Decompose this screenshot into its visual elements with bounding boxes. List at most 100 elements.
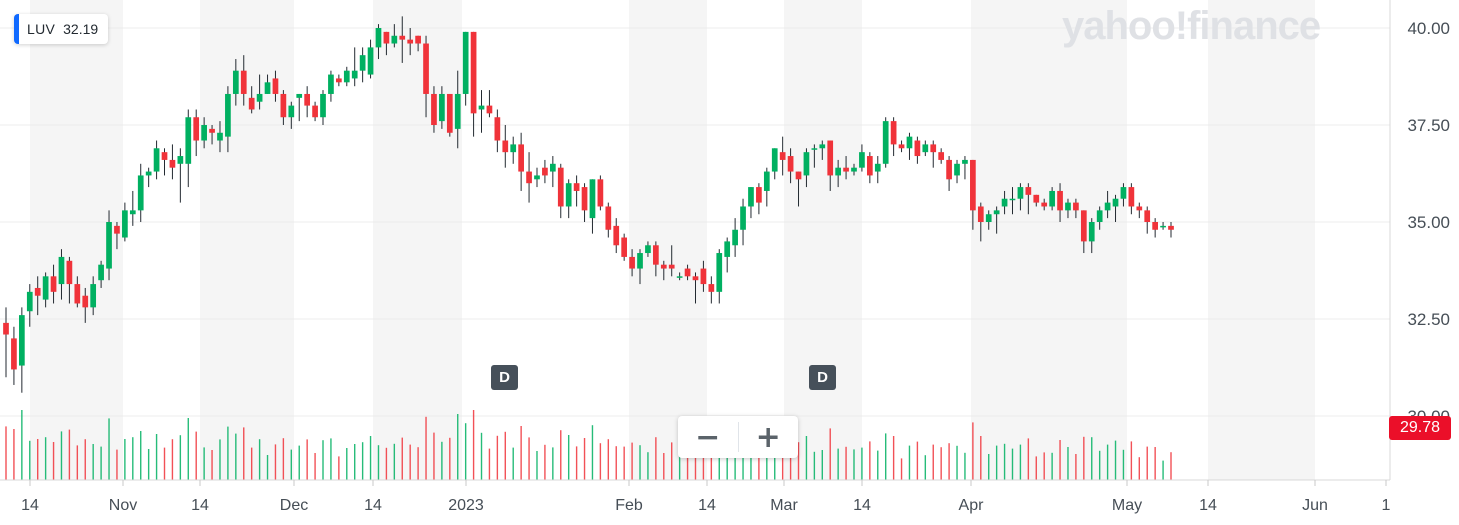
candle-body: [748, 187, 754, 207]
candle-body: [1080, 210, 1087, 242]
candle-body: [684, 268, 691, 277]
candle-body: [597, 179, 604, 207]
volume-bar: [449, 437, 451, 480]
volume-bar: [1091, 437, 1093, 480]
candle-body: [304, 93, 311, 106]
candle-body: [50, 276, 57, 292]
candle-body: [1136, 206, 1143, 211]
volume-bar: [726, 445, 728, 480]
volume-bar: [1019, 444, 1022, 480]
candle-body: [660, 264, 667, 269]
volume-bar: [369, 436, 372, 480]
candle-body: [962, 159, 968, 164]
candle-body: [1112, 198, 1119, 207]
volume-bar: [243, 427, 245, 480]
volume-bar: [417, 447, 419, 480]
candle-body: [161, 152, 168, 160]
zoom-in-button[interactable]: +: [755, 419, 781, 455]
volume-bar: [195, 431, 197, 480]
volume-bar: [457, 414, 459, 480]
volume-bar: [140, 431, 142, 480]
ticker-badge[interactable]: LUV 32.19: [14, 14, 109, 44]
volume-bar: [92, 444, 94, 480]
volume-bar: [433, 432, 435, 480]
candle-body: [11, 338, 17, 370]
volume-bar: [401, 437, 403, 480]
volume-bar: [5, 426, 7, 480]
x-tick-label: Dec: [280, 497, 308, 514]
volume-bar: [338, 456, 340, 480]
candle-body: [26, 291, 33, 312]
volume-bar: [583, 438, 586, 480]
candle-body: [1025, 187, 1032, 195]
y-tick-label: 37.50: [1407, 116, 1450, 135]
candle-body: [502, 140, 509, 153]
x-tick-label: 14: [853, 497, 871, 514]
horizontal-gridlines: [0, 27, 1390, 417]
dividend-marker[interactable]: D: [491, 365, 518, 390]
month-band: [971, 0, 1127, 480]
volume-bar: [892, 436, 895, 480]
candle-body: [645, 245, 651, 254]
candle-body: [232, 70, 239, 94]
candle-body: [1096, 210, 1103, 222]
month-band: [200, 0, 294, 480]
volume-bar: [678, 451, 681, 480]
volume-bar: [972, 422, 974, 480]
dividend-marker[interactable]: D: [809, 365, 836, 390]
candle-body: [621, 237, 628, 257]
candle-body: [946, 159, 952, 180]
volume-bar: [536, 451, 538, 480]
candle-body: [137, 175, 144, 211]
volume-bar: [1138, 457, 1140, 480]
candle-body: [859, 152, 865, 168]
candle-body: [122, 210, 128, 238]
candle-body: [922, 144, 929, 153]
candle-body: [98, 264, 104, 281]
volume-bar: [575, 446, 578, 480]
volume-bar: [623, 446, 625, 480]
volume-bar: [1162, 460, 1164, 480]
candle-body: [605, 206, 612, 230]
candle-body: [708, 284, 715, 292]
volume-bar: [322, 440, 324, 480]
zoom-control: − +: [678, 416, 798, 458]
candle-body: [478, 105, 485, 110]
candle-body: [367, 47, 374, 75]
volume-bar: [1154, 447, 1156, 480]
volume-bar: [710, 446, 713, 480]
volume-bar: [829, 428, 831, 480]
candle-body: [351, 70, 358, 79]
candle-body: [280, 93, 287, 118]
volume-bar: [924, 455, 927, 480]
candle-body: [296, 93, 303, 98]
volume-bar: [908, 445, 911, 480]
month-band: [629, 0, 707, 480]
candle-body: [359, 55, 366, 71]
candle-body: [1104, 202, 1111, 211]
candle-body: [827, 140, 834, 176]
volume-bar: [900, 458, 903, 480]
candle-body: [217, 132, 223, 141]
volume-bar: [702, 448, 705, 480]
volume-bar: [282, 438, 285, 480]
volume-bar: [1059, 440, 1061, 480]
volume-bar: [734, 439, 736, 480]
volume-bar: [464, 423, 467, 480]
x-tick-label: 2023: [448, 497, 484, 514]
candle-body: [771, 148, 778, 172]
zoom-out-button[interactable]: −: [695, 419, 721, 455]
ticker-price: 32.19: [63, 21, 99, 37]
volume-bar: [409, 444, 411, 480]
volume-bar: [1146, 446, 1148, 480]
volume-bar: [884, 433, 887, 480]
x-tick-label: Apr: [959, 497, 985, 514]
volume-bar: [108, 418, 110, 480]
candle-body: [272, 78, 279, 94]
volume-bar: [631, 442, 633, 480]
volume-bar: [1011, 448, 1014, 480]
volume-bar: [21, 410, 23, 480]
volume-bar: [567, 435, 570, 480]
